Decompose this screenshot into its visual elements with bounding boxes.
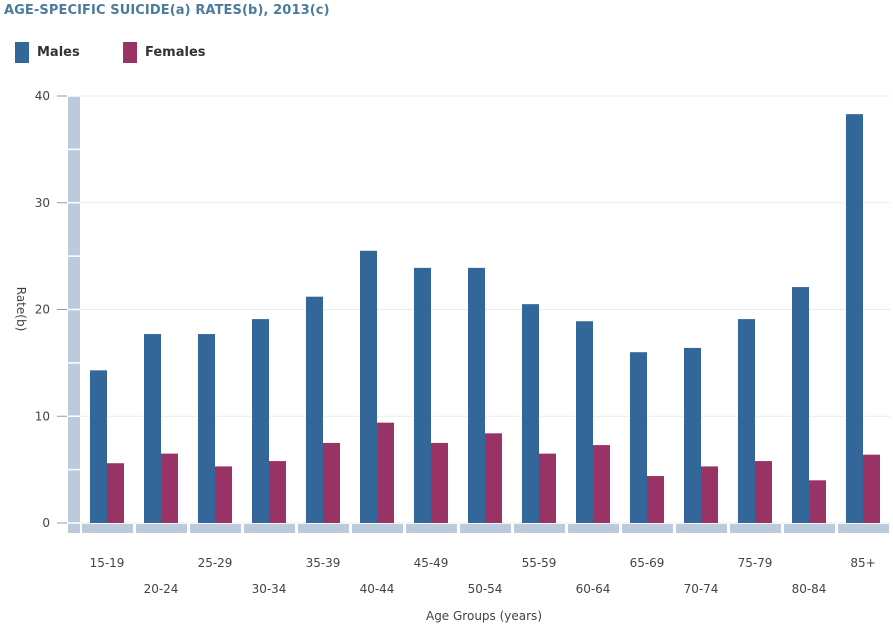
x-tick-label: 35-39 — [306, 556, 341, 570]
bar-females-45-49[interactable] — [431, 442, 448, 523]
legend-swatch-males — [15, 42, 29, 63]
bar-females-50-54[interactable] — [485, 433, 502, 523]
x-axis-band-segment — [622, 524, 673, 533]
bar-females-20-24[interactable] — [161, 453, 178, 523]
x-tick-label: 85+ — [850, 556, 875, 570]
x-axis-band-segment — [136, 524, 187, 533]
x-tick-label: 75-79 — [738, 556, 773, 570]
bar-males-70-74[interactable] — [684, 347, 701, 523]
bar-males-45-49[interactable] — [414, 267, 431, 523]
x-tick-label: 50-54 — [468, 582, 503, 596]
bar-males-75-79[interactable] — [738, 319, 755, 523]
bar-females-70-74[interactable] — [701, 466, 718, 523]
bar-females-40-44[interactable] — [377, 422, 394, 523]
legend-item-females[interactable]: Females — [123, 42, 206, 63]
y-axis-title: Rate(b) — [14, 287, 28, 332]
bar-females-25-29[interactable] — [215, 466, 232, 523]
bar-females-30-34[interactable] — [269, 461, 286, 523]
x-tick-label: 45-49 — [414, 556, 449, 570]
x-axis-band-segment — [352, 524, 403, 533]
legend-item-males[interactable]: Males — [15, 42, 80, 63]
y-tick-label: 10 — [35, 409, 50, 423]
bar-females-80-84[interactable] — [809, 480, 826, 523]
y-tick-label: 20 — [35, 303, 50, 317]
x-axis-band-segment — [460, 524, 511, 533]
x-axis-band-segment — [730, 524, 781, 533]
x-tick-label: 40-44 — [360, 582, 395, 596]
legend-label-males: Males — [37, 45, 80, 60]
bar-females-85+[interactable] — [863, 454, 880, 523]
x-tick-label: 65-69 — [630, 556, 665, 570]
x-tick-label: 70-74 — [684, 582, 719, 596]
bar-males-35-39[interactable] — [306, 296, 323, 523]
y-tick-label: 30 — [35, 196, 50, 210]
bar-females-65-69[interactable] — [647, 476, 664, 523]
bar-males-30-34[interactable] — [252, 319, 269, 523]
bar-males-65-69[interactable] — [630, 352, 647, 523]
chart-title: AGE-SPECIFIC SUICIDE(a) RATES(b), 2013(c… — [4, 3, 330, 18]
y-tick-label: 0 — [42, 516, 50, 530]
bar-females-75-79[interactable] — [755, 461, 772, 523]
y-axis-band — [68, 96, 80, 533]
x-axis-band-corner — [68, 524, 80, 533]
bar-females-15-19[interactable] — [107, 463, 124, 523]
legend-label-females: Females — [145, 45, 206, 60]
bar-males-85+[interactable] — [846, 114, 863, 524]
x-axis-band-segment — [838, 524, 889, 533]
x-axis-band-segment — [784, 524, 835, 533]
x-axis-title: Age Groups (years) — [426, 609, 542, 623]
x-tick-label: 55-59 — [522, 556, 557, 570]
bar-males-80-84[interactable] — [792, 287, 809, 523]
bar-males-55-59[interactable] — [522, 304, 539, 523]
bar-males-60-64[interactable] — [576, 321, 593, 523]
x-tick-label: 20-24 — [144, 582, 179, 596]
x-axis-band-segment — [676, 524, 727, 533]
x-axis-band-segment — [244, 524, 295, 533]
x-tick-label: 60-64 — [576, 582, 611, 596]
bar-males-50-54[interactable] — [468, 267, 485, 523]
bar-females-55-59[interactable] — [539, 453, 556, 523]
bar-females-60-64[interactable] — [593, 445, 610, 523]
x-tick-label: 25-29 — [198, 556, 233, 570]
x-tick-label: 80-84 — [792, 582, 827, 596]
y-tick-label: 40 — [35, 89, 50, 103]
bar-males-15-19[interactable] — [90, 370, 107, 523]
x-axis-band-segment — [514, 524, 565, 533]
x-tick-label: 15-19 — [90, 556, 125, 570]
bar-females-35-39[interactable] — [323, 442, 340, 523]
x-axis-band-segment — [568, 524, 619, 533]
x-tick-label: 30-34 — [252, 582, 287, 596]
bar-males-20-24[interactable] — [144, 334, 161, 523]
x-axis-band-segment — [298, 524, 349, 533]
x-axis-band-segment — [190, 524, 241, 533]
bar-males-25-29[interactable] — [198, 334, 215, 523]
x-axis-band-segment — [82, 524, 133, 533]
legend-swatch-females — [123, 42, 137, 63]
x-axis-band-segment — [406, 524, 457, 533]
bar-males-40-44[interactable] — [360, 250, 377, 523]
